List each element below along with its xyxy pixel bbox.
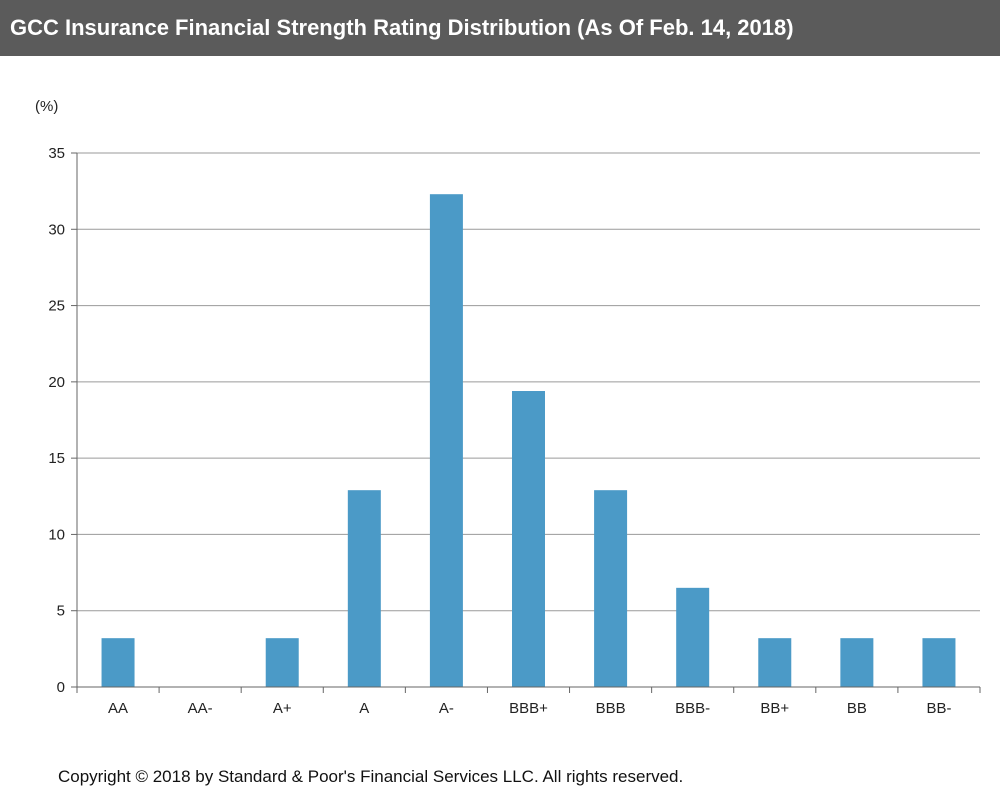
y-tick-label: 25	[48, 298, 65, 315]
bar	[594, 490, 628, 687]
x-tick-label: A+	[273, 700, 292, 717]
y-tick-label: 0	[57, 679, 65, 696]
y-tick-label: 5	[57, 603, 65, 620]
x-tick-label: BB	[847, 700, 867, 717]
y-tick-label: 15	[48, 450, 65, 467]
bars	[101, 194, 956, 688]
bar	[512, 391, 545, 687]
x-tick-label: A	[359, 700, 369, 717]
y-tick-label: 20	[48, 374, 65, 391]
y-unit-label: (%)	[35, 98, 58, 115]
chart-title: GCC Insurance Financial Strength Rating …	[10, 15, 794, 40]
copyright-notice: Copyright © 2018 by Standard & Poor's Fi…	[58, 767, 684, 786]
x-tick-label: BBB	[596, 700, 626, 717]
bar	[676, 587, 710, 687]
bar	[758, 638, 792, 687]
bar	[840, 638, 874, 687]
x-tick-label: BBB+	[509, 700, 548, 717]
x-tick-label: BB+	[760, 700, 789, 717]
bar	[347, 490, 381, 687]
x-tick-label: AA-	[188, 700, 213, 717]
bar	[429, 194, 463, 688]
x-tick-label: BBB-	[675, 700, 710, 717]
bar	[101, 638, 135, 687]
x-axis-ticks: AA AA- A+ A A- BBB+ BBB BBB- BB+ BB BB-	[76, 687, 981, 717]
y-tick-label: 10	[48, 526, 65, 543]
bar	[922, 638, 956, 687]
x-tick-label: BB-	[926, 700, 951, 717]
y-tick-label: 35	[48, 145, 65, 162]
chart-title-bar: GCC Insurance Financial Strength Rating …	[0, 0, 1000, 56]
x-tick-label: AA	[108, 700, 128, 717]
y-axis-ticks: 0 5 10 15 20 25 30 35	[48, 145, 77, 696]
x-tick-label: A-	[439, 700, 454, 717]
y-tick-label: 30	[48, 221, 65, 238]
bar	[265, 638, 299, 687]
